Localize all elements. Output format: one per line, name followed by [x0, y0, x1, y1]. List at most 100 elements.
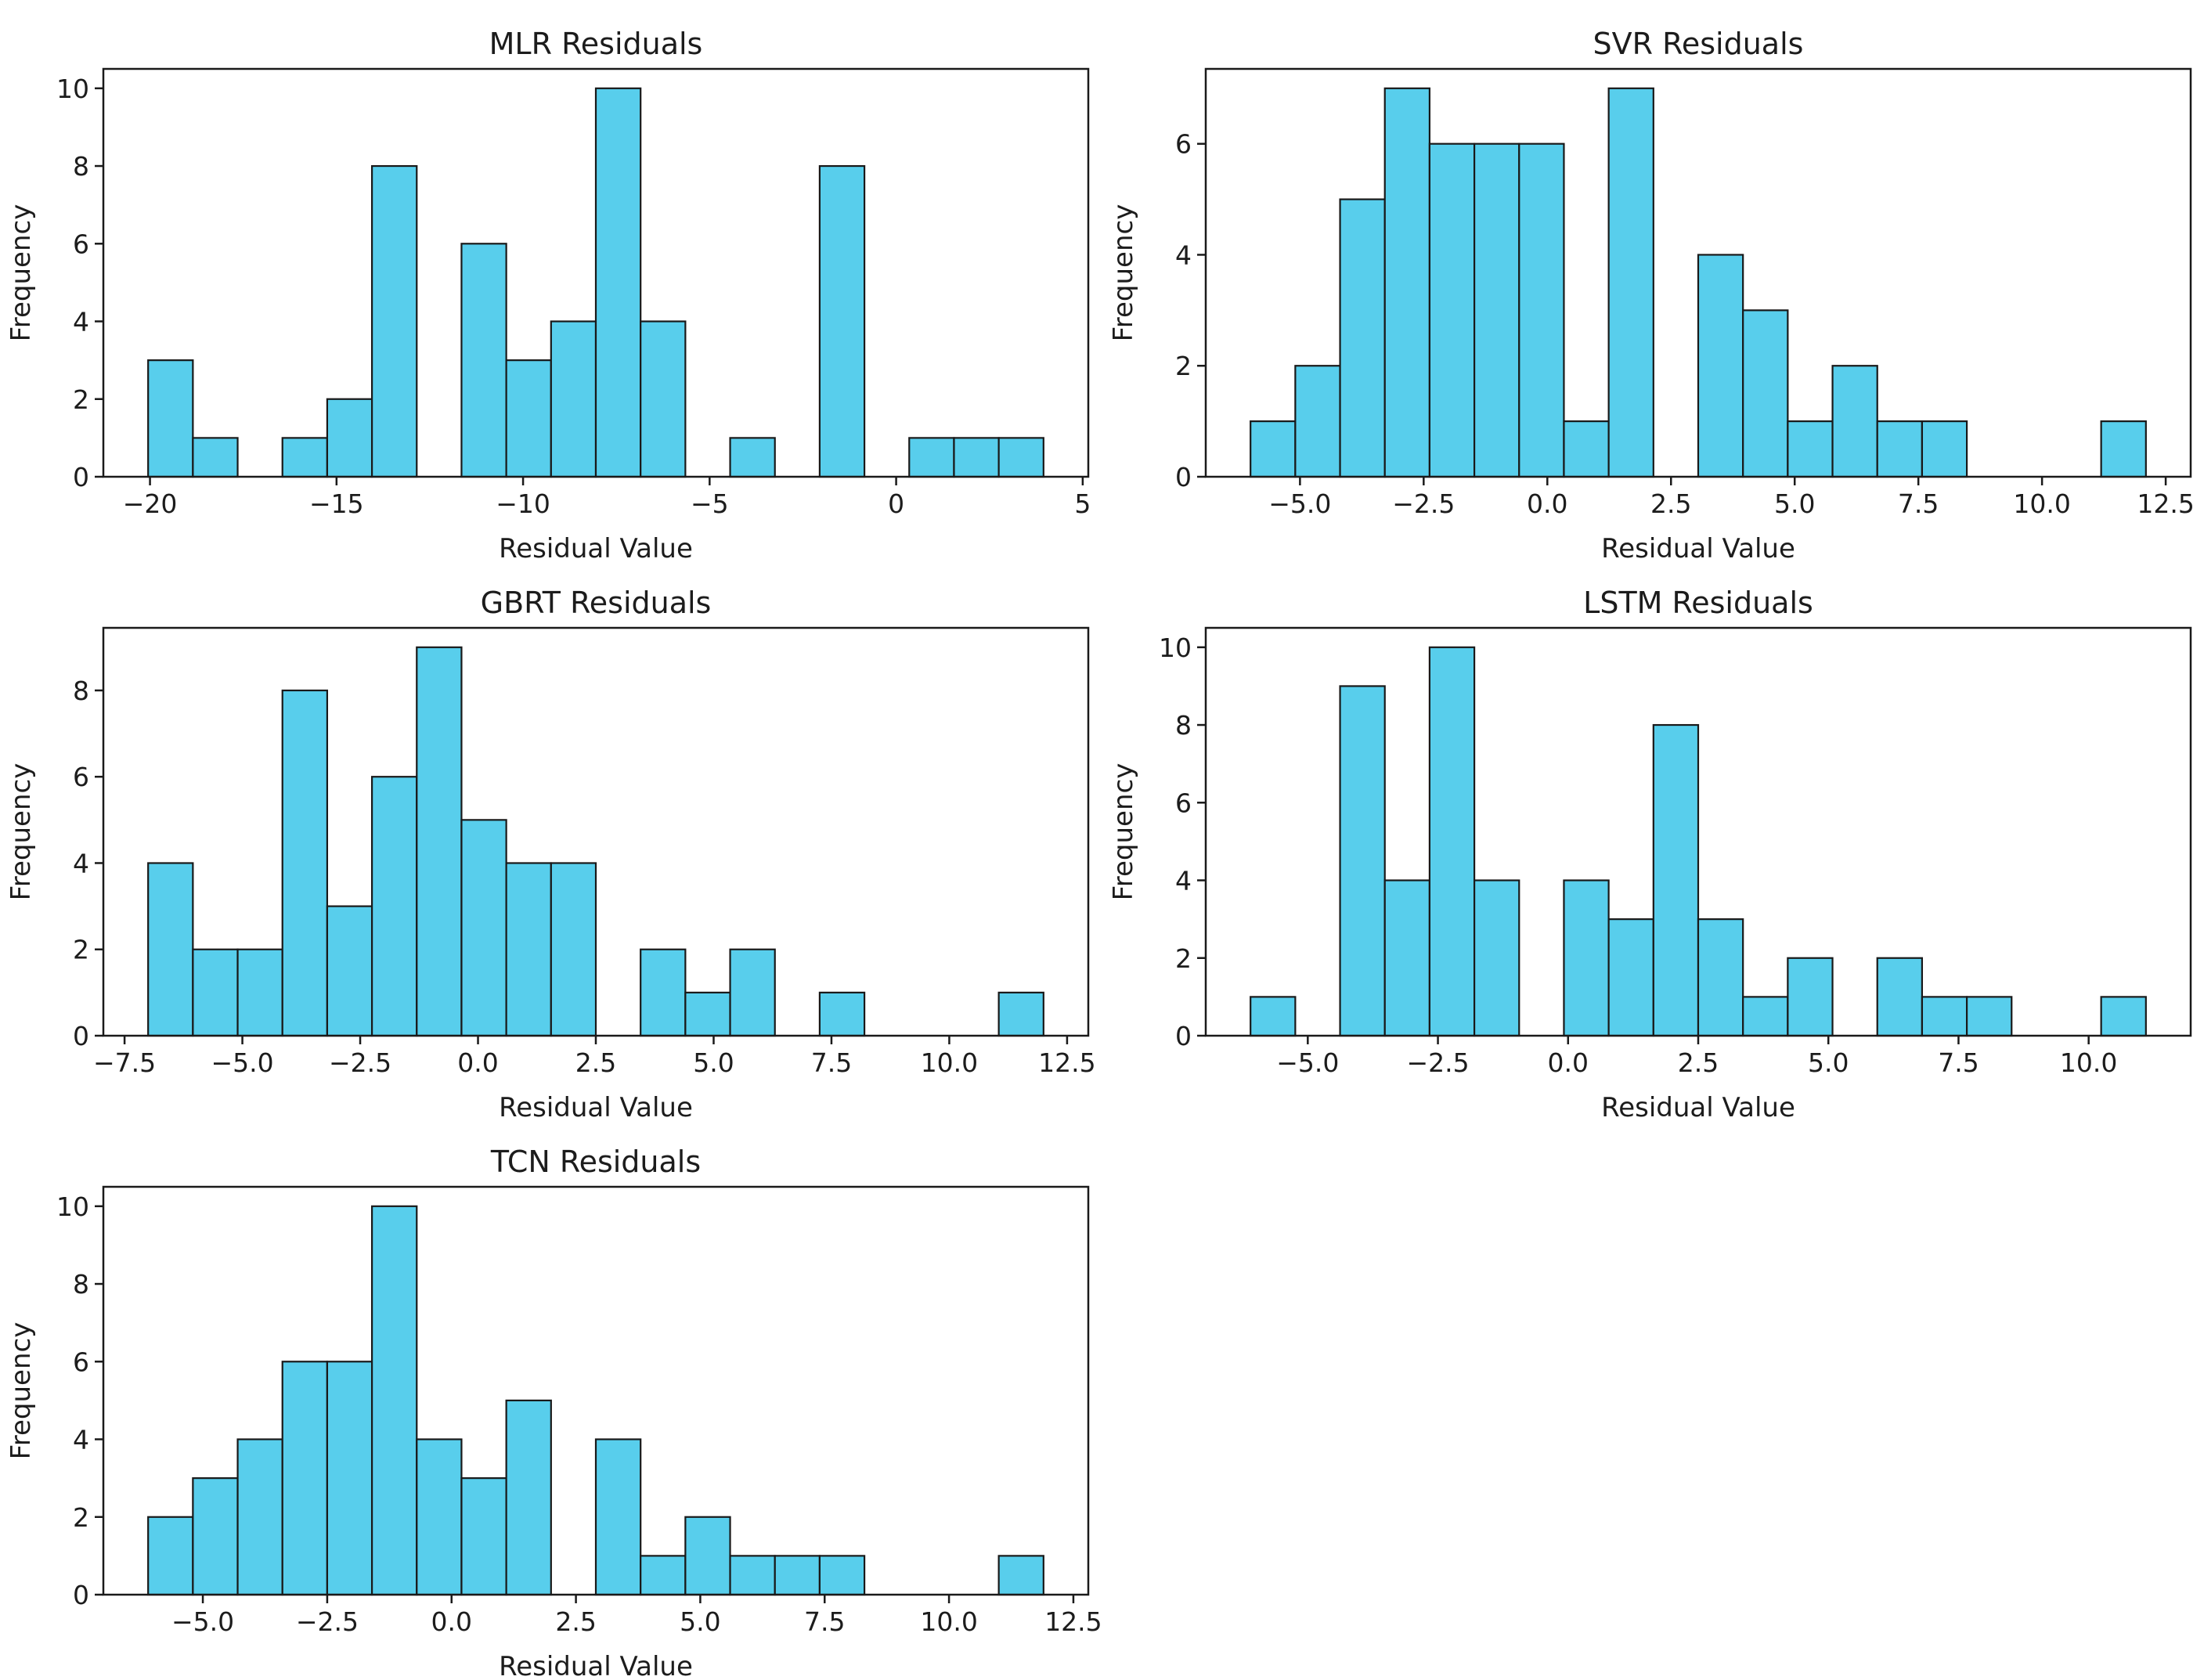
- x-axis-label: Residual Value: [499, 1092, 693, 1118]
- x-axis-tick-label: −2.5: [1406, 1047, 1469, 1078]
- x-axis-tick-label: 5.0: [680, 1606, 720, 1637]
- histogram-bar: [2100, 996, 2147, 1037]
- y-axis-tick-label: 10: [56, 1192, 89, 1222]
- x-axis-tick-label: 0.0: [457, 1047, 498, 1078]
- histogram-bar: [1563, 879, 1610, 1037]
- y-axis-tick-label: 2: [73, 384, 89, 415]
- histogram-bar: [818, 991, 866, 1037]
- x-axis-tick-label: −5.0: [211, 1047, 273, 1078]
- y-axis-tick-label: 0: [73, 1021, 89, 1051]
- x-axis-tick-label: −2.5: [296, 1606, 359, 1637]
- histogram-bar: [1383, 879, 1431, 1037]
- histogram-bar: [326, 905, 373, 1037]
- histogram-bar: [729, 437, 776, 478]
- y-axis-tick-label: 4: [73, 848, 89, 878]
- x-axis-tick-label: 10.0: [2013, 488, 2070, 519]
- histogram-bar: [953, 437, 1000, 478]
- histogram-bar: [684, 991, 731, 1037]
- histogram-bar: [505, 862, 552, 1037]
- histogram-svg: −5.0 −2.5 0.0 2.5 5.0 7.5 10.0 0 2 4 6 8 10 LSTM Resi…: [1108, 586, 2192, 1123]
- y-axis-tick-label: 4: [1175, 240, 1192, 270]
- y-axis-tick-label: 8: [1175, 710, 1192, 741]
- histogram-bar: [1697, 918, 1744, 1037]
- subplot-gbrt-residuals: −7.5 −5.0 −2.5 0.0 2.5 5.0 7.5 10.0 12.5 0 2 4 6 8 GBR…: [0, 559, 1102, 1123]
- histogram-bar: [640, 320, 687, 478]
- histogram-bar: [1742, 996, 1789, 1037]
- histogram-bar: [1473, 879, 1520, 1037]
- histogram-bar: [1339, 685, 1386, 1037]
- histogram-bar: [1607, 918, 1654, 1037]
- x-axis-tick-label: 0.0: [431, 1606, 472, 1637]
- x-axis-tick-label: 12.5: [1038, 1047, 1095, 1078]
- y-axis-tick-label: 2: [1175, 351, 1192, 381]
- histogram-bar: [416, 646, 463, 1037]
- histogram-bar: [236, 948, 283, 1037]
- y-axis-tick-label: 6: [1175, 788, 1192, 818]
- histogram-bar: [1921, 420, 1968, 478]
- histogram-bar: [147, 1516, 194, 1596]
- histogram-bar: [640, 948, 687, 1037]
- subplot-svr-residuals: −5.0 −2.5 0.0 2.5 5.0 7.5 10.0 12.5 0 2 4 6 SVR Resi…: [1102, 0, 2204, 564]
- histogram-bar: [1965, 996, 2013, 1037]
- histogram-bar: [326, 1361, 373, 1596]
- histogram-bar: [1250, 420, 1297, 478]
- chart-title: TCN Residuals: [490, 1145, 701, 1179]
- histogram-bar: [1518, 142, 1565, 478]
- x-axis-tick-label: 10.0: [920, 1606, 977, 1637]
- y-axis-tick-label: 0: [1175, 462, 1192, 492]
- histogram-svg: −5.0 −2.5 0.0 2.5 5.0 7.5 10.0 12.5 0 2 4 6 8 10 TCN R…: [5, 1145, 1102, 1680]
- x-axis-tick-label: 10.0: [921, 1047, 978, 1078]
- histogram-bar: [505, 359, 552, 478]
- plot-area-spines: [102, 67, 1090, 478]
- y-axis-tick-label: 8: [73, 1269, 89, 1300]
- histogram-bar: [594, 87, 642, 478]
- histogram-bar: [1742, 309, 1789, 478]
- histogram-bar: [370, 1205, 418, 1596]
- y-axis-label: Frequency: [5, 1322, 37, 1460]
- x-axis-tick-label: 7.5: [1898, 488, 1939, 519]
- x-axis-tick-label: −10: [496, 488, 550, 519]
- histogram-bar: [818, 164, 866, 478]
- y-axis-tick-label: 4: [73, 307, 89, 337]
- y-axis-tick-label: 6: [73, 762, 89, 792]
- x-axis-tick-label: −20: [123, 488, 178, 519]
- x-axis-tick-label: 2.5: [555, 1606, 596, 1637]
- x-axis-tick-label: 5.0: [1808, 1047, 1849, 1078]
- histogram-bar: [1250, 996, 1297, 1037]
- y-axis-label: Frequency: [1108, 763, 1139, 901]
- histogram-bar: [1383, 87, 1431, 478]
- histogram-bar: [147, 359, 194, 478]
- histogram-bar: [997, 991, 1044, 1037]
- y-axis-tick-label: 6: [73, 229, 89, 259]
- histogram-svg: −5.0 −2.5 0.0 2.5 5.0 7.5 10.0 12.5 0 2 4 6 SVR Resi…: [1108, 27, 2195, 564]
- histogram-bar: [997, 437, 1044, 478]
- y-axis-tick-label: 6: [73, 1347, 89, 1377]
- histogram-bar: [2100, 420, 2147, 478]
- chart-title: GBRT Residuals: [481, 586, 712, 620]
- histogram-bar: [281, 1361, 329, 1596]
- y-axis-tick-label: 0: [73, 1580, 89, 1610]
- histogram-bar: [1294, 365, 1341, 478]
- x-axis-tick-label: 5.0: [1774, 488, 1815, 519]
- histogram-svg: −7.5 −5.0 −2.5 0.0 2.5 5.0 7.5 10.0 12.5 0 2 4 6 8 GBR…: [5, 586, 1096, 1123]
- x-axis-tick-label: −5.0: [1268, 488, 1331, 519]
- histogram-bar: [1428, 646, 1476, 1037]
- histogram-bar: [460, 819, 507, 1037]
- y-axis-tick-label: 0: [73, 462, 89, 492]
- y-axis-label: Frequency: [5, 763, 37, 901]
- histogram-bar: [1473, 142, 1520, 478]
- y-axis-label: Frequency: [5, 204, 37, 342]
- y-axis-tick-label: 2: [73, 1502, 89, 1533]
- histogram-bar: [818, 1555, 866, 1596]
- histogram-bar: [550, 320, 597, 478]
- x-axis-tick-label: −15: [309, 488, 364, 519]
- histogram-bar: [460, 1477, 507, 1596]
- histogram-bar: [192, 948, 239, 1037]
- histogram-bar: [908, 437, 955, 478]
- x-axis-tick-label: 7.5: [811, 1047, 852, 1078]
- histogram-bar: [147, 862, 194, 1037]
- histogram-bar: [997, 1555, 1044, 1596]
- x-axis-tick-label: 0: [888, 488, 904, 519]
- x-axis-tick-label: 7.5: [804, 1606, 845, 1637]
